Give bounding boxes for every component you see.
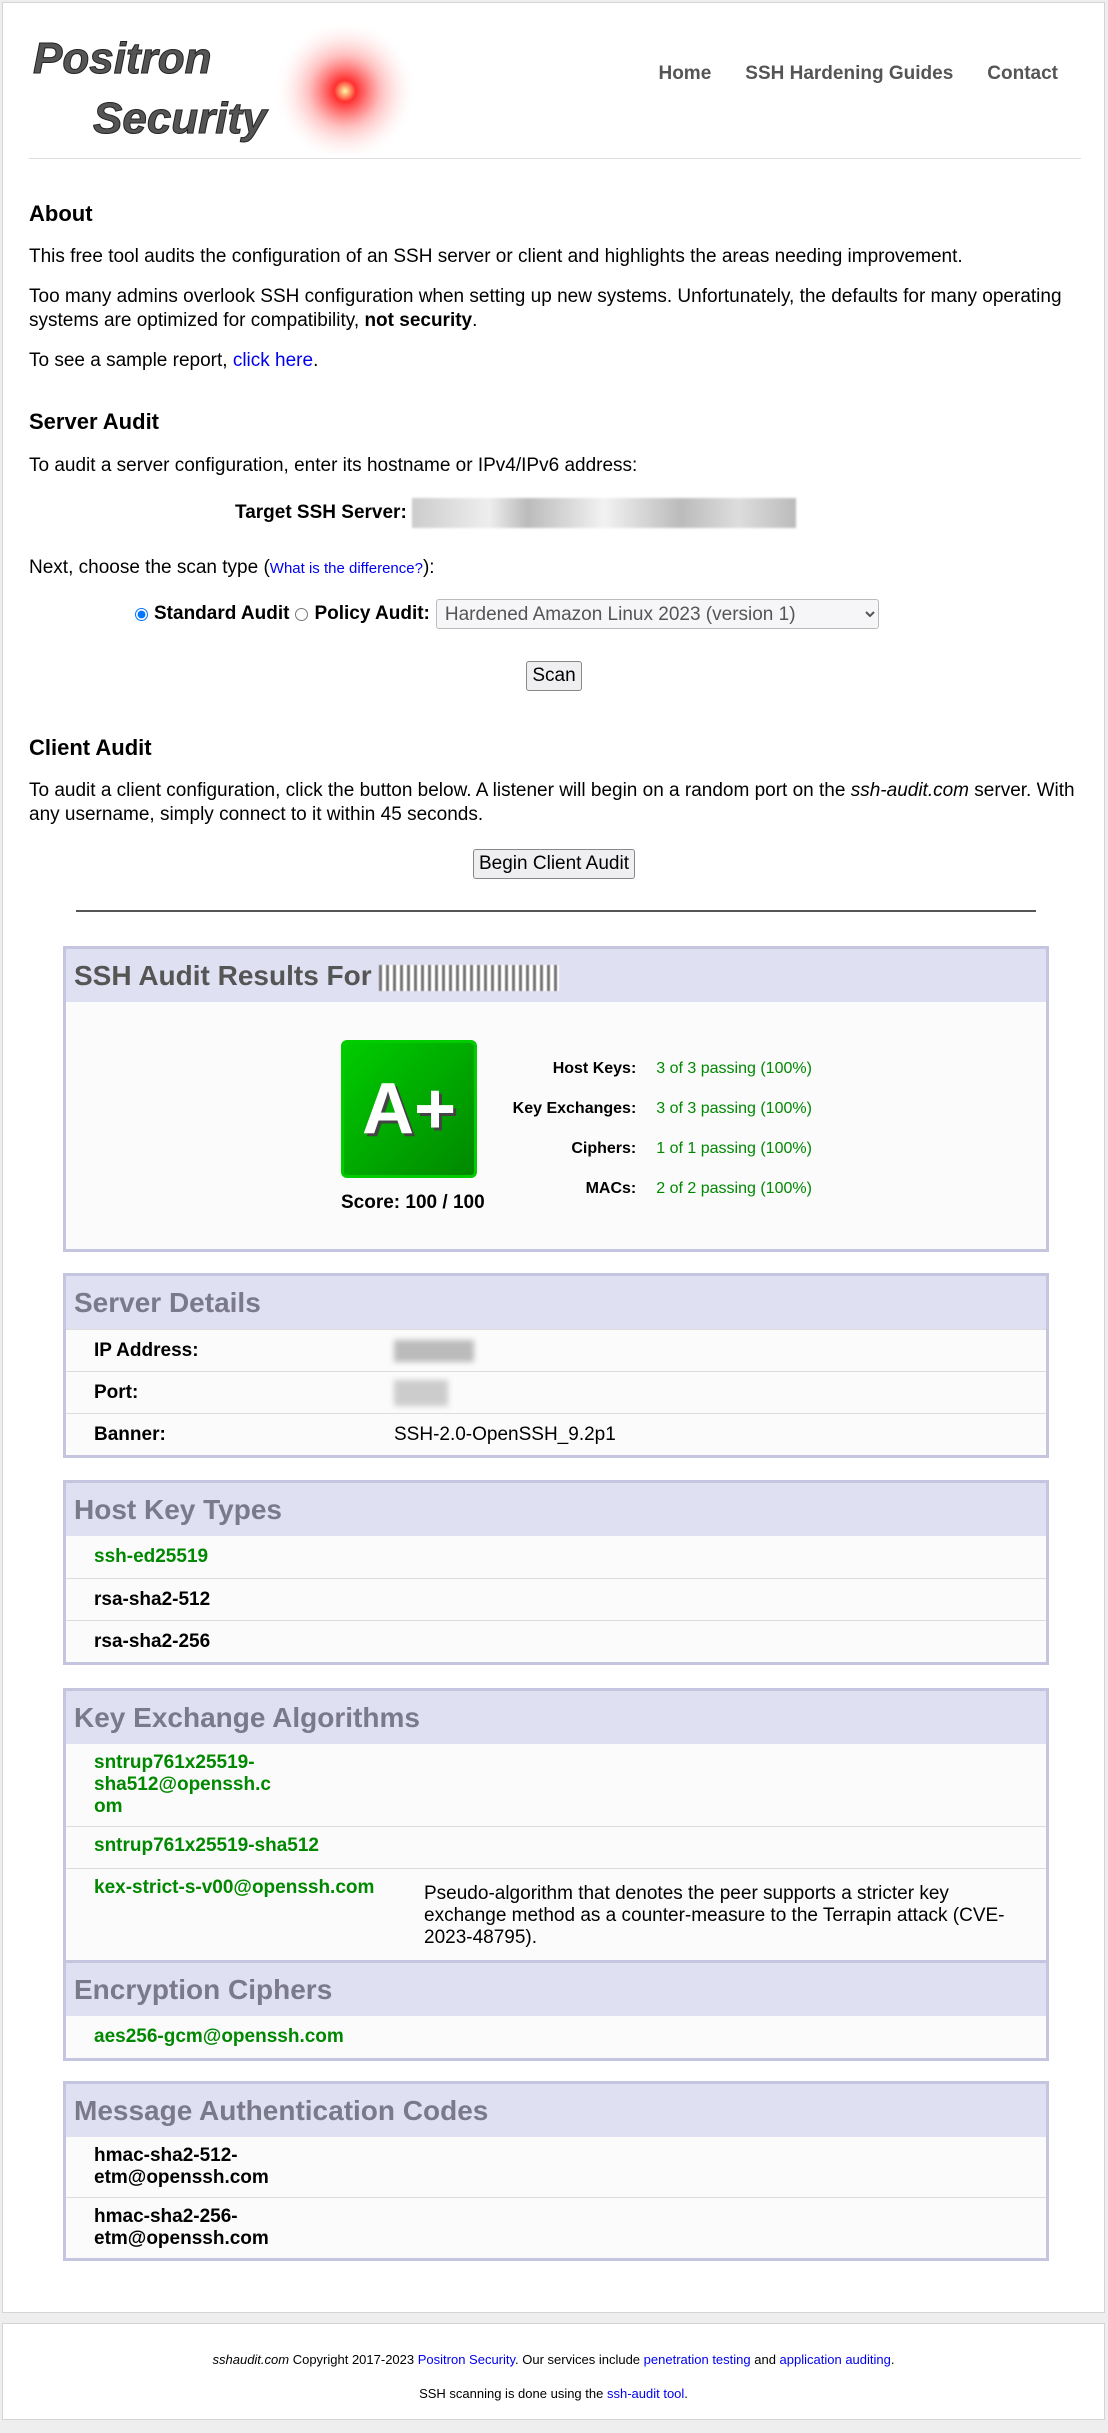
redacted-port — [394, 1379, 448, 1406]
nav-home[interactable]: Home — [658, 63, 712, 84]
algorithm-row: rsa-sha2-512 — [66, 1578, 1046, 1620]
grade-badge: A+ — [341, 1040, 477, 1178]
algorithm-note: Pseudo-algorithm that denotes the peer s… — [424, 1883, 1005, 1948]
nav-ssh-hardening-guides[interactable]: SSH Hardening Guides — [745, 63, 954, 84]
algorithm-name: kex-strict-s-v00@openssh.com — [94, 1877, 375, 1898]
algorithm-row: rsa-sha2-256 — [66, 1620, 1046, 1662]
begin-client-audit-button[interactable]: Begin Client Audit — [473, 849, 635, 879]
results-box: SSH Audit Results For A+ Score: 100 / 10… — [63, 946, 1049, 1252]
target-row: Target SSH Server: — [29, 498, 1079, 528]
standard-audit-radio[interactable] — [135, 607, 148, 621]
summary-row: Key Exchanges: 3 of 3 passing (100%) — [512, 1100, 812, 1117]
about-text: This free tool audits the configuration … — [29, 246, 963, 267]
summary-row: MACs: 2 of 2 passing (100%) — [585, 1180, 812, 1197]
algorithm-name: ssh-ed25519 — [94, 1546, 209, 1567]
algorithm-name: sntrup761x25519-sha512 — [94, 1835, 319, 1856]
kex-box: Key Exchange Algorithms sntrup761x25519-… — [63, 1688, 1049, 1966]
policy-audit-radio[interactable] — [295, 607, 309, 621]
kex-header: Key Exchange Algorithms — [66, 1691, 1046, 1744]
ciphers-box: Encryption Ciphers aes256-gcm@openssh.co… — [63, 1960, 1049, 2061]
algorithm-row: ssh-ed25519 — [66, 1536, 1046, 1578]
detail-row-ip: IP Address: — [66, 1329, 1046, 1371]
algorithm-name: rsa-sha2-256 — [94, 1630, 211, 1652]
sample-report-link[interactable]: click here — [232, 350, 314, 371]
sample-report-text: To see a sample report, click here. — [29, 350, 319, 371]
server-audit-heading: Server Audit — [29, 409, 160, 434]
macs-header: Message Authentication Codes — [66, 2084, 1046, 2137]
scan-type-text: Next, choose the scan type (What is the … — [29, 557, 435, 578]
server-audit-intro: To audit a server configuration, enter i… — [29, 455, 638, 476]
about-heading: About — [29, 201, 93, 226]
main-card: Positron Security Home SSH Hardening Gui… — [2, 2, 1105, 2313]
svg-text:Security: Security — [93, 94, 269, 143]
ciphers-header: Encryption Ciphers — [66, 1963, 1046, 2016]
redacted-host — [379, 964, 560, 991]
algorithm-name: hmac-sha2-512-etm@openssh.com — [94, 2145, 269, 2188]
client-audit-heading: Client Audit — [29, 735, 152, 760]
about-text-2: Too many admins overlook SSH configurati… — [29, 286, 1062, 331]
divider — [29, 158, 1081, 159]
algorithm-name: aes256-gcm@openssh.com — [94, 2026, 344, 2047]
positron-security-logo[interactable]: Positron Security — [29, 27, 419, 155]
pentest-link[interactable]: penetration testing — [643, 2352, 751, 2367]
host-key-header: Host Key Types — [66, 1483, 1046, 1536]
algorithm-row: hmac-sha2-512-etm@openssh.com — [66, 2137, 1046, 2197]
detail-row-port: Port: — [66, 1371, 1046, 1413]
client-audit-text: To audit a client configuration, click t… — [29, 780, 1075, 825]
macs-box: Message Authentication Codes hmac-sha2-5… — [63, 2081, 1049, 2261]
target-label: Target SSH Server: — [235, 502, 407, 524]
policy-select[interactable]: Hardened Amazon Linux 2023 (version 1) — [435, 599, 879, 629]
algorithm-name: sntrup761x25519-sha512@openssh.com — [94, 1752, 271, 1817]
algorithm-name: hmac-sha2-256-etm@openssh.com — [94, 2206, 269, 2249]
score-text: Score: 100 / 100 — [341, 1192, 485, 1213]
appaudit-link[interactable]: application auditing — [779, 2352, 891, 2367]
results-header: SSH Audit Results For — [66, 949, 1046, 1002]
divider — [76, 910, 1036, 912]
difference-link[interactable]: What is the difference? — [269, 560, 423, 577]
algorithm-name: rsa-sha2-512 — [94, 1588, 211, 1610]
scan-type-row: Standard Audit Policy Audit: Hardened Am… — [29, 599, 1079, 629]
positron-link[interactable]: Positron Security — [417, 2352, 516, 2367]
algorithm-row: aes256-gcm@openssh.com — [66, 2016, 1046, 2058]
host-key-box: Host Key Types ssh-ed25519 rsa-sha2-512 rs… — [63, 1480, 1049, 1665]
summary-row: Host Keys: 3 of 3 passing (100%) — [552, 1060, 812, 1077]
client-audit-section: Client Audit To audit a client configura… — [29, 735, 1079, 879]
algorithm-row: sntrup761x25519-sha512@openssh.com — [66, 1744, 1046, 1826]
policy-audit-label: Policy Audit: — [314, 603, 430, 624]
top-nav: Home SSH Hardening Guides Contact — [658, 63, 1058, 85]
server-details-header: Server Details — [66, 1276, 1046, 1329]
algorithm-row: hmac-sha2-256-etm@openssh.com — [66, 2197, 1046, 2258]
server-details-box: Server Details IP Address: Port: Banner:… — [63, 1273, 1049, 1458]
detail-row-banner: Banner: SSH-2.0-OpenSSH_9.2p1 — [66, 1413, 1046, 1455]
algorithm-row: kex-strict-s-v00@openssh.com Pseudo-algor… — [66, 1868, 1046, 1963]
nav-contact[interactable]: Contact — [987, 63, 1058, 84]
about-section: About This free tool audits the configur… — [29, 201, 1079, 373]
target-server-input[interactable] — [412, 498, 797, 528]
svg-text:Positron: Positron — [33, 34, 211, 83]
footer: sshaudit.com Copyright 2017-2023 Positro… — [2, 2323, 1105, 2420]
ssh-audit-tool-link[interactable]: ssh-audit tool — [606, 2386, 685, 2401]
standard-audit-label: Standard Audit — [154, 603, 290, 624]
summary-row: Ciphers: 1 of 1 passing (100%) — [571, 1140, 812, 1157]
server-audit-section: Server Audit To audit a server configura… — [29, 409, 1079, 691]
algorithm-row: sntrup761x25519-sha512 — [66, 1826, 1046, 1868]
scan-button[interactable]: Scan — [526, 661, 582, 691]
summary-table: Host Keys: 3 of 3 passing (100%) Key Excha… — [513, 1044, 812, 1214]
redacted-ip — [394, 1339, 474, 1362]
